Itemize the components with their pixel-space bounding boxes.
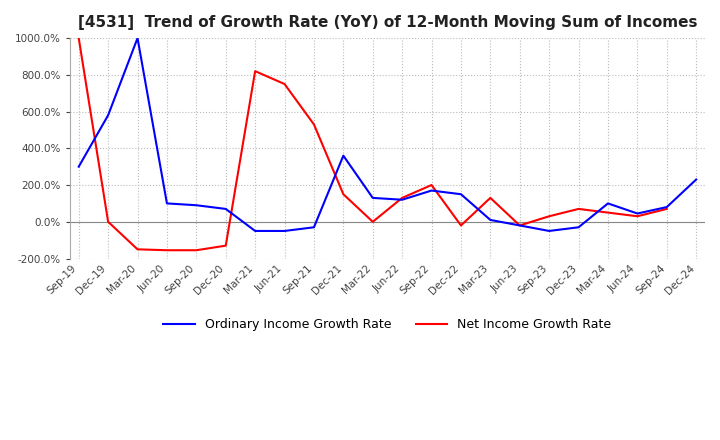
Ordinary Income Growth Rate xyxy=(104,113,112,118)
Ordinary Income Growth Rate xyxy=(575,225,583,230)
Ordinary Income Growth Rate xyxy=(427,188,436,193)
Net Income Growth Rate xyxy=(662,206,671,212)
Net Income Growth Rate xyxy=(133,247,142,252)
Ordinary Income Growth Rate xyxy=(74,164,83,169)
Net Income Growth Rate xyxy=(633,214,642,219)
Net Income Growth Rate xyxy=(398,195,407,201)
Ordinary Income Growth Rate xyxy=(692,177,701,182)
Net Income Growth Rate xyxy=(545,214,554,219)
Net Income Growth Rate xyxy=(486,195,495,201)
Net Income Growth Rate xyxy=(516,223,524,228)
Ordinary Income Growth Rate xyxy=(280,228,289,234)
Net Income Growth Rate xyxy=(427,183,436,188)
Net Income Growth Rate xyxy=(280,81,289,87)
Ordinary Income Growth Rate xyxy=(398,197,407,202)
Title: [4531]  Trend of Growth Rate (YoY) of 12-Month Moving Sum of Incomes: [4531] Trend of Growth Rate (YoY) of 12-… xyxy=(78,15,697,30)
Net Income Growth Rate xyxy=(74,36,83,41)
Net Income Growth Rate xyxy=(104,219,112,224)
Net Income Growth Rate xyxy=(192,248,201,253)
Ordinary Income Growth Rate xyxy=(545,228,554,234)
Ordinary Income Growth Rate xyxy=(163,201,171,206)
Ordinary Income Growth Rate xyxy=(633,211,642,216)
Legend: Ordinary Income Growth Rate, Net Income Growth Rate: Ordinary Income Growth Rate, Net Income … xyxy=(158,313,616,336)
Ordinary Income Growth Rate xyxy=(310,225,318,230)
Ordinary Income Growth Rate xyxy=(603,201,612,206)
Ordinary Income Growth Rate xyxy=(222,206,230,212)
Ordinary Income Growth Rate xyxy=(339,153,348,158)
Line: Net Income Growth Rate: Net Income Growth Rate xyxy=(78,38,667,250)
Net Income Growth Rate xyxy=(575,206,583,212)
Ordinary Income Growth Rate xyxy=(456,191,465,197)
Net Income Growth Rate xyxy=(369,219,377,224)
Ordinary Income Growth Rate xyxy=(486,217,495,223)
Net Income Growth Rate xyxy=(456,223,465,228)
Net Income Growth Rate xyxy=(251,69,259,74)
Net Income Growth Rate xyxy=(163,248,171,253)
Net Income Growth Rate xyxy=(222,243,230,248)
Ordinary Income Growth Rate xyxy=(192,202,201,208)
Ordinary Income Growth Rate xyxy=(516,223,524,228)
Line: Ordinary Income Growth Rate: Ordinary Income Growth Rate xyxy=(78,38,696,231)
Ordinary Income Growth Rate xyxy=(251,228,259,234)
Net Income Growth Rate xyxy=(339,191,348,197)
Net Income Growth Rate xyxy=(603,210,612,215)
Ordinary Income Growth Rate xyxy=(369,195,377,201)
Ordinary Income Growth Rate xyxy=(133,36,142,41)
Net Income Growth Rate xyxy=(310,122,318,127)
Ordinary Income Growth Rate xyxy=(662,205,671,210)
